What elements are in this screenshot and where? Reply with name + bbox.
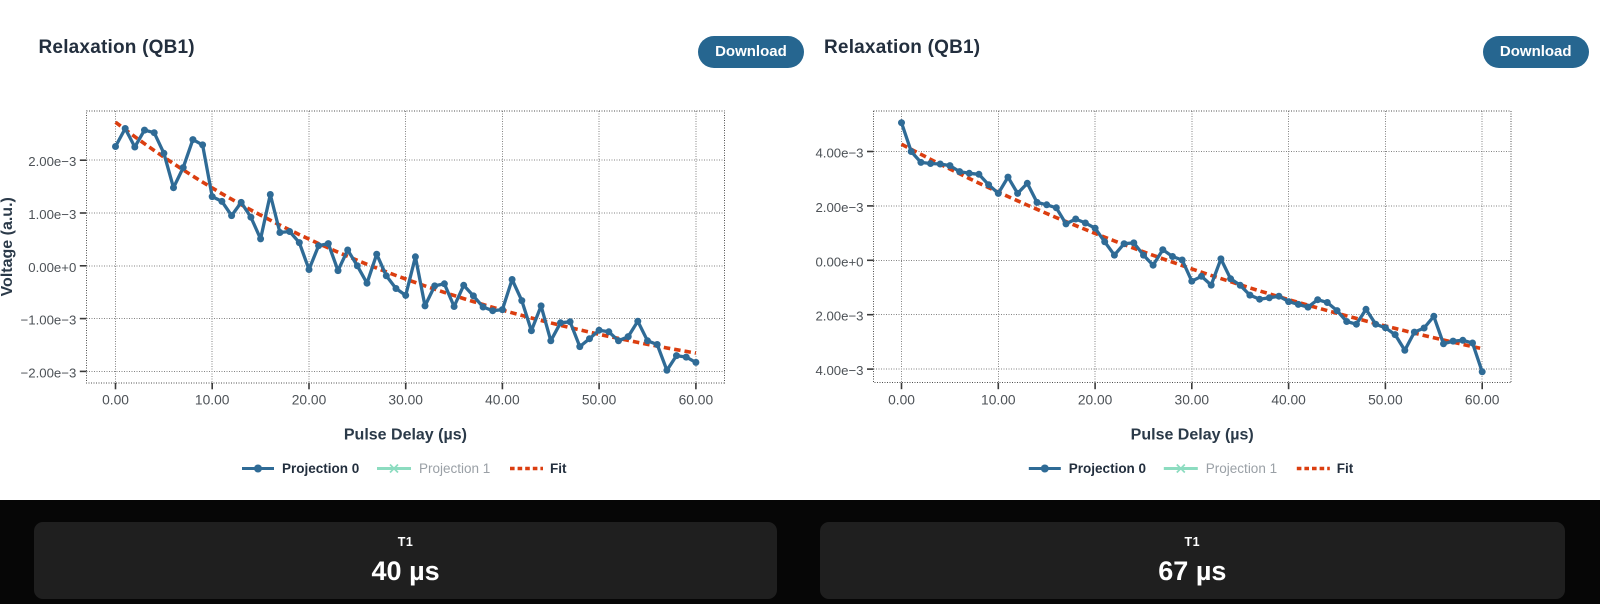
svg-text:−1.00e−3: −1.00e−3 (21, 313, 77, 328)
svg-text:10.00: 10.00 (981, 393, 1016, 408)
svg-text:0.00e+0: 0.00e+0 (815, 254, 863, 269)
svg-text:0.00e+0: 0.00e+0 (28, 260, 76, 275)
svg-text:50.00: 50.00 (1368, 393, 1403, 408)
svg-text:20.00: 20.00 (292, 393, 327, 408)
svg-text:20.00: 20.00 (1078, 393, 1113, 408)
svg-text:40.00: 40.00 (1271, 393, 1306, 408)
svg-text:2.00e−3: 2.00e−3 (815, 200, 863, 215)
svg-text:Projection 1: Projection 1 (1206, 461, 1277, 476)
svg-text:30.00: 30.00 (1175, 393, 1210, 408)
svg-text:Projection 0: Projection 0 (282, 461, 359, 476)
svg-text:10.00: 10.00 (195, 393, 230, 408)
svg-text:50.00: 50.00 (582, 393, 617, 408)
svg-text:Fit: Fit (1337, 461, 1354, 476)
svg-text:Projection 1: Projection 1 (419, 461, 490, 476)
svg-text:Voltage (a.u.): Voltage (a.u.) (0, 197, 16, 296)
svg-text:Pulse Delay (µs): Pulse Delay (µs) (1131, 427, 1254, 444)
svg-text:30.00: 30.00 (388, 393, 423, 408)
svg-text:1.00e−3: 1.00e−3 (28, 207, 76, 222)
svg-text:0.00: 0.00 (102, 393, 129, 408)
svg-text:2.00e−3: 2.00e−3 (28, 154, 76, 169)
svg-text:4.00e−3: 4.00e−3 (815, 363, 863, 378)
svg-text:60.00: 60.00 (679, 393, 714, 408)
svg-text:Pulse Delay (µs): Pulse Delay (µs) (344, 427, 467, 444)
svg-text:40.00: 40.00 (485, 393, 520, 408)
svg-text:2.00e−3: 2.00e−3 (815, 309, 863, 324)
svg-text:Fit: Fit (550, 461, 567, 476)
svg-text:Projection 0: Projection 0 (1069, 461, 1146, 476)
svg-text:−2.00e−3: −2.00e−3 (21, 365, 77, 380)
svg-text:0.00: 0.00 (888, 393, 915, 408)
svg-text:4.00e−3: 4.00e−3 (815, 146, 863, 161)
svg-text:60.00: 60.00 (1465, 393, 1500, 408)
